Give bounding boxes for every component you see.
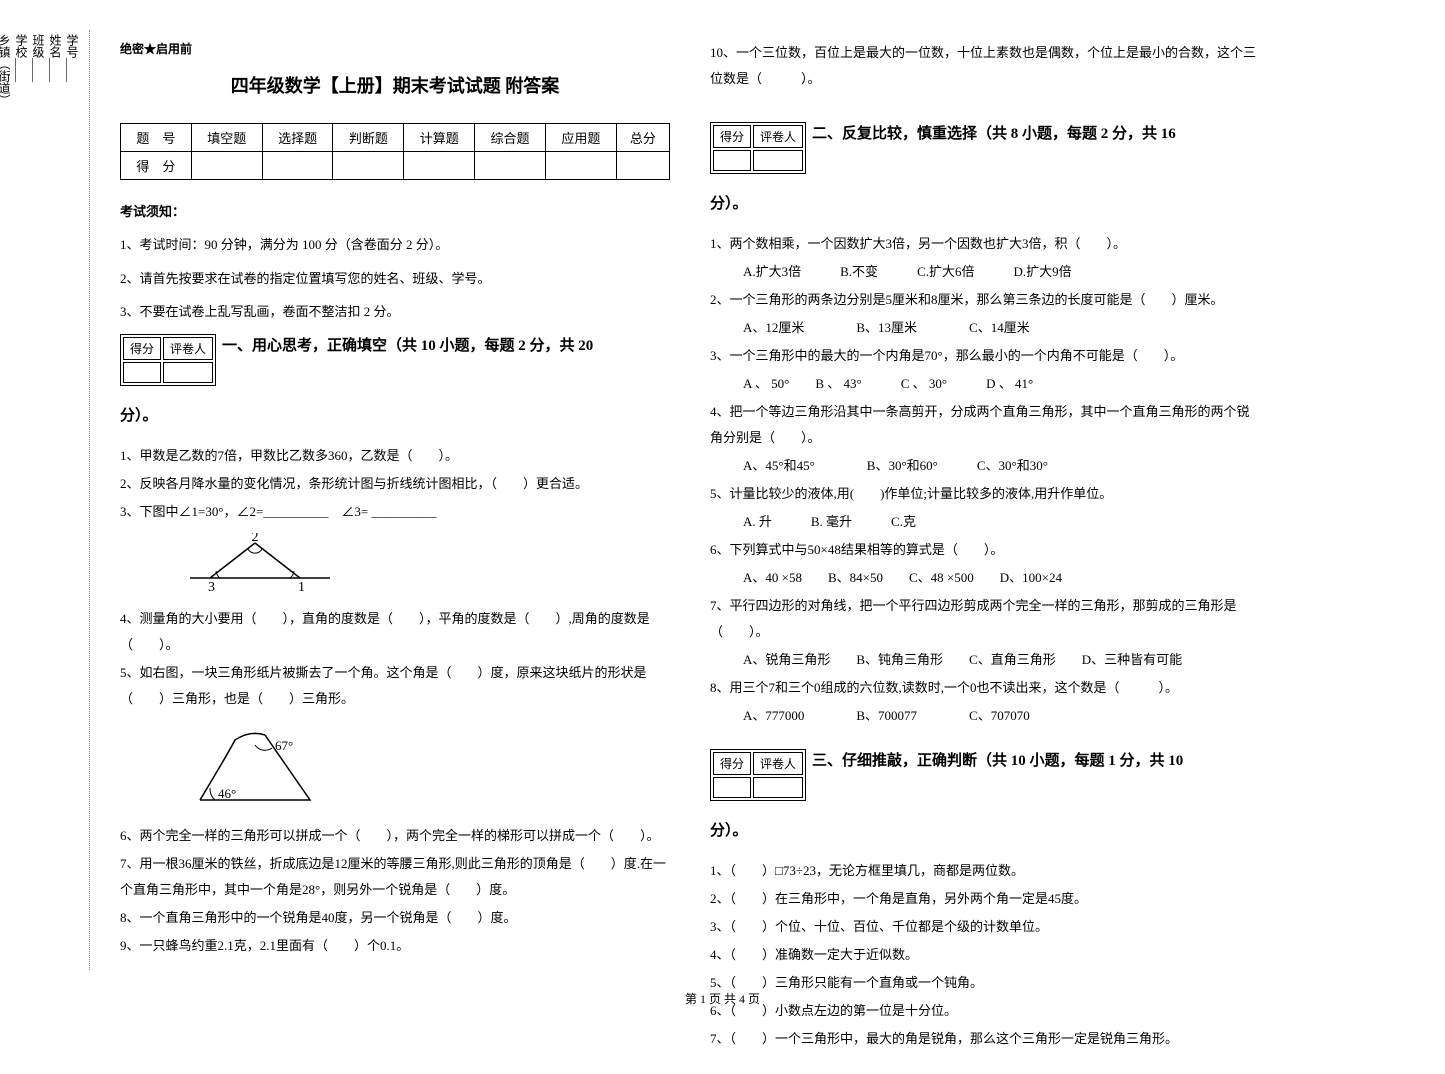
side-label: 学号____ (64, 34, 81, 966)
q2-1-opts: A.扩大3倍 B.不变 C.扩大6倍 D.扩大9倍 (710, 259, 1260, 285)
marker-box: 得分 评卷人 (120, 334, 216, 386)
q3-1: 1、（ ）□73÷23，无论方框里填几，商都是两位数。 (710, 858, 1260, 884)
q1-2: 2、反映各月降水量的变化情况，条形统计图与折线统计图相比，（ ）更合适。 (120, 471, 670, 497)
notice-head: 考试须知： (120, 200, 670, 223)
q1-5: 5、如右图，一块三角形纸片被撕去了一个角。这个角是（ ）度，原来这块纸片的形状是… (120, 660, 670, 712)
part2-header-row: 得分 评卷人 二、反复比较，慎重选择（共 8 小题，每题 2 分，共 16 (710, 122, 1260, 174)
marker-score: 得分 (713, 125, 751, 148)
q2-2-opts: A、12厘米 B、13厘米 C、14厘米 (710, 315, 1260, 341)
q2-6-opts: A、40 ×58 B、84×50 C、48 ×500 D、100×24 (710, 565, 1260, 591)
notice-item: 3、不要在试卷上乱写乱画，卷面不整洁扣 2 分。 (120, 300, 670, 323)
part3-title: 三、仔细推敲，正确判断（共 10 小题，每题 1 分，共 10 (812, 749, 1183, 770)
score-cell (475, 152, 546, 180)
q1-8: 8、一个直角三角形中的一个锐角是40度，另一个锐角是（ ）度。 (120, 905, 670, 931)
part1-title-cont: 分）。 (120, 401, 670, 431)
score-header: 填空题 (191, 124, 262, 152)
binding-margin: 学号____ 姓名____ 班级____ 学校____ 乡镇（街道）____ (20, 30, 90, 970)
marker-person: 评卷人 (753, 125, 803, 148)
marker-box: 得分 评卷人 (710, 122, 806, 174)
q1-6: 6、两个完全一样的三角形可以拼成一个（ ），两个完全一样的梯形可以拼成一个（ ）… (120, 823, 670, 849)
score-header: 选择题 (262, 124, 333, 152)
q2-1: 1、两个数相乘，一个因数扩大3倍，另一个因数也扩大3倍，积（ ）。 (710, 231, 1260, 257)
part3-header-row: 得分 评卷人 三、仔细推敲，正确判断（共 10 小题，每题 1 分，共 10 (710, 749, 1260, 801)
score-header: 总分 (616, 124, 669, 152)
exam-title: 四年级数学【上册】期末考试试题 附答案 (120, 72, 670, 98)
svg-text:1: 1 (298, 580, 305, 593)
q2-5: 5、计量比较少的液体,用( )作单位;计量比较多的液体,用升作单位。 (710, 481, 1260, 507)
q3-4: 4、（ ）准确数一定大于近似数。 (710, 942, 1260, 968)
q2-3-opts: A 、 50° B 、 43° C 、 30° D 、 41° (710, 371, 1260, 397)
q1-9: 9、一只蜂鸟约重2.1克，2.1里面有（ ）个0.1。 (120, 933, 670, 959)
notice-item: 2、请首先按要求在试卷的指定位置填写您的姓名、班级、学号。 (120, 267, 670, 290)
secret-label: 绝密★启用前 (120, 40, 670, 57)
q2-7: 7、平行四边形的对角线，把一个平行四边形剪成两个完全一样的三角形，那剪成的三角形… (710, 593, 1260, 645)
q2-7-opts: A、锐角三角形 B、钝角三角形 C、直角三角形 D、三种皆有可能 (710, 647, 1260, 673)
marker-person: 评卷人 (753, 752, 803, 775)
score-cell (191, 152, 262, 180)
q2-6: 6、下列算式中与50×48结果相等的算式是（ ）。 (710, 537, 1260, 563)
q1-1: 1、甲数是乙数的7倍，甲数比乙数多360，乙数是（ ）。 (120, 443, 670, 469)
q2-4: 4、把一个等边三角形沿其中一条高剪开，分成两个直角三角形，其中一个直角三角形的两… (710, 399, 1260, 451)
side-label: 学校____ (13, 34, 30, 966)
q1-4: 4、测量角的大小要用（ ），直角的度数是（ ），平角的度数是（ ）,周角的度数是… (120, 606, 670, 658)
part3-title-cont: 分）。 (710, 816, 1260, 846)
part2-title-cont: 分）。 (710, 189, 1260, 219)
page: 绝密★启用前 四年级数学【上册】期末考试试题 附答案 题 号 填空题 选择题 判… (0, 0, 1445, 1074)
score-cell (616, 152, 669, 180)
score-cell (545, 152, 616, 180)
score-table: 题 号 填空题 选择题 判断题 计算题 综合题 应用题 总分 得 分 (120, 123, 670, 180)
q1-3: 3、下图中∠1=30°，∠2=__________ ∠3= __________ (120, 499, 670, 525)
part1-title: 一、用心思考，正确填空（共 10 小题，每题 2 分，共 20 (222, 334, 593, 355)
part1-header-row: 得分 评卷人 一、用心思考，正确填空（共 10 小题，每题 2 分，共 20 (120, 334, 670, 386)
q2-4-opts: A、45°和45° B、30°和60° C、30°和30° (710, 453, 1260, 479)
score-cell (262, 152, 333, 180)
q3-3: 3、（ ）个位、十位、百位、千位都是个级的计数单位。 (710, 914, 1260, 940)
part2-title: 二、反复比较，慎重选择（共 8 小题，每题 2 分，共 16 (812, 122, 1176, 143)
score-cell (333, 152, 404, 180)
marker-score: 得分 (123, 337, 161, 360)
side-label: 乡镇（街道）____ (0, 34, 13, 966)
side-label: 班级____ (30, 34, 47, 966)
q3-2: 2、（ ）在三角形中，一个角是直角，另外两个角一定是45度。 (710, 886, 1260, 912)
q2-5-opts: A. 升 B. 毫升 C.克 (710, 509, 1260, 535)
left-column: 绝密★启用前 四年级数学【上册】期末考试试题 附答案 题 号 填空题 选择题 判… (100, 20, 690, 1054)
marker-score: 得分 (713, 752, 751, 775)
score-header: 应用题 (545, 124, 616, 152)
marker-person: 评卷人 (163, 337, 213, 360)
angle-figure: 2 3 1 (180, 533, 670, 598)
q1-10: 10、一个三位数，百位上是最大的一位数，十位上素数也是偶数，个位上是最小的合数，… (710, 40, 1260, 92)
svg-text:46°: 46° (218, 786, 236, 801)
score-header: 综合题 (475, 124, 546, 152)
page-footer: 第 1 页 共 4 页 (0, 990, 1445, 1007)
side-label: 姓名____ (47, 34, 64, 966)
marker-box: 得分 评卷人 (710, 749, 806, 801)
score-row-label: 得 分 (121, 152, 192, 180)
right-column: 10、一个三位数，百位上是最大的一位数，十位上素数也是偶数，个位上是最小的合数，… (690, 20, 1280, 1054)
score-cell (404, 152, 475, 180)
exam-notice: 考试须知： 1、考试时间：90 分钟，满分为 100 分（含卷面分 2 分）。 … (120, 200, 670, 324)
q1-7: 7、用一根36厘米的铁丝，折成底边是12厘米的等腰三角形,则此三角形的顶角是（ … (120, 851, 670, 903)
triangle-figure: 46° 67° (180, 720, 670, 815)
q2-8-opts: A、777000 B、700077 C、707070 (710, 703, 1260, 729)
svg-text:67°: 67° (275, 738, 293, 753)
q2-3: 3、一个三角形中的最大的一个内角是70°，那么最小的一个内角不可能是（ ）。 (710, 343, 1260, 369)
score-header: 判断题 (333, 124, 404, 152)
svg-text:2: 2 (252, 533, 259, 545)
score-header: 题 号 (121, 124, 192, 152)
q3-7: 7、（ ）一个三角形中，最大的角是锐角，那么这个三角形一定是锐角三角形。 (710, 1026, 1260, 1052)
notice-item: 1、考试时间：90 分钟，满分为 100 分（含卷面分 2 分）。 (120, 233, 670, 256)
q2-8: 8、用三个7和三个0组成的六位数,读数时,一个0也不读出来，这个数是（ ）。 (710, 675, 1260, 701)
svg-text:3: 3 (208, 580, 215, 593)
q2-2: 2、一个三角形的两条边分别是5厘米和8厘米，那么第三条边的长度可能是（ ）厘米。 (710, 287, 1260, 313)
score-header: 计算题 (404, 124, 475, 152)
